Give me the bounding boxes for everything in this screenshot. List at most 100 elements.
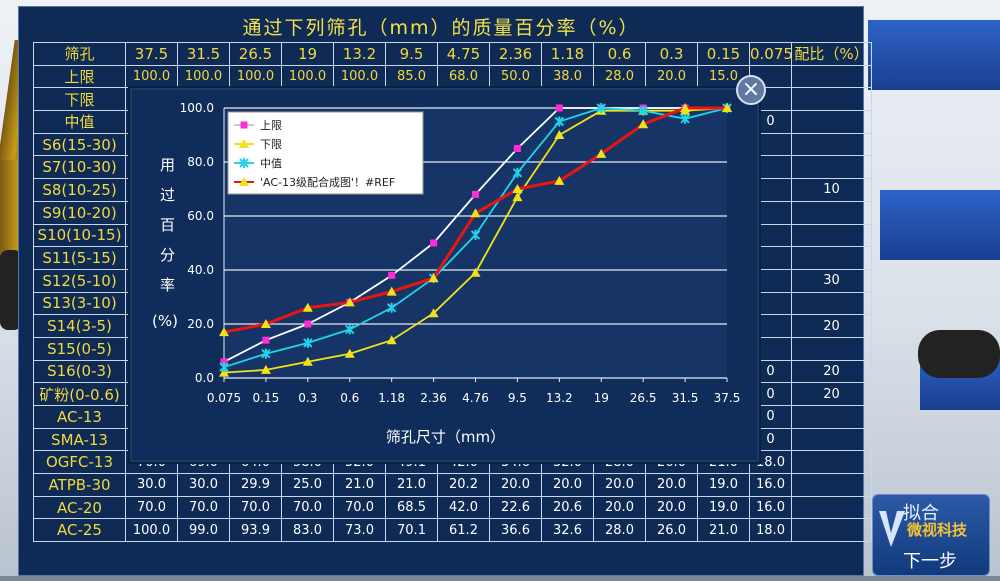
table-cell: 20.0 (645, 473, 698, 497)
data-point (386, 302, 397, 313)
data-point (220, 358, 228, 366)
x-tick-label: 0.6 (340, 391, 359, 405)
table-cell (791, 64, 872, 89)
table-cell: 20.0 (645, 495, 698, 520)
next-step-button[interactable]: 下一步 (903, 551, 957, 572)
table-cell: 42.0 (437, 495, 490, 520)
legend-label: 'AC-13级配合成图'！#REF (260, 175, 395, 189)
row-label[interactable]: S12(5-10) (33, 268, 126, 293)
data-point (262, 336, 270, 344)
legend-box (227, 111, 424, 195)
y-tick-label: 40.0 (187, 263, 214, 277)
table-header-cell: 0.6 (593, 42, 646, 66)
row-label[interactable]: S8(10-25) (33, 178, 126, 202)
row-label[interactable]: S7(10-30) (33, 155, 126, 180)
table-row: AC-20 70.0 70.0 70.0 70.0 70.0 68.5 42.0 22.6 20.… (33, 495, 872, 520)
row-label[interactable]: S13(3-10) (33, 291, 126, 316)
table-cell (791, 518, 872, 543)
table-cell: 61.2 (437, 518, 490, 543)
y-tick-label: 20.0 (187, 317, 214, 331)
table-row: AC-25 100.0 99.0 93.9 83.0 73.0 70.1 61.2 36.6 32… (33, 518, 872, 543)
row-label[interactable]: 下限 (33, 87, 126, 112)
data-point (722, 103, 732, 112)
table-cell: 32.6 (541, 518, 594, 543)
table-cell: 70.0 (177, 495, 230, 520)
x-tick-label: 0.075 (207, 391, 241, 405)
table-header-cell: 2.36 (489, 42, 542, 66)
row-label[interactable]: AC-20 (33, 495, 126, 520)
machinery-frame (880, 190, 1000, 260)
data-point (638, 119, 649, 129)
table-cell (791, 223, 872, 248)
row-label[interactable]: SMA-13 (33, 427, 126, 452)
y-tick-label: 80.0 (187, 155, 214, 169)
row-label[interactable]: S14(3-5) (33, 314, 126, 338)
gradation-chart: 0.0 20.0 40.0 60.0 80.0 100.0 0.075 0.15 0.3 0.6 1… (152, 101, 741, 446)
data-point (596, 103, 606, 113)
table-cell: 20 (791, 314, 872, 338)
x-tick-label: 31.5 (672, 391, 699, 405)
table-header-row: 筛孔 37.5 31.5 26.5 19 13.2 9.5 4.75 2.36 1.18 0.6 0.… (33, 42, 872, 66)
table-cell: 20.0 (645, 64, 698, 89)
row-label[interactable]: S16(0-3) (33, 359, 126, 384)
table-cell (791, 495, 872, 520)
data-point (470, 229, 481, 240)
y-tick-label: 100.0 (180, 101, 214, 115)
data-point (260, 364, 271, 374)
table-cell: 20.6 (541, 495, 594, 520)
data-point (638, 105, 648, 116)
table-cell: 30.0 (177, 473, 230, 497)
data-point (261, 348, 271, 359)
conveyor-roller (0, 250, 22, 330)
table-header-cell: 37.5 (125, 42, 178, 66)
table-cell: 20.0 (489, 473, 542, 497)
x-tick-label: 13.2 (546, 391, 573, 405)
table-row: 上限 100.0 100.0 100.0 100.0 100.0 85.0 68.0 50.0 3… (33, 64, 872, 89)
row-label[interactable]: ATPB-30 (33, 473, 126, 497)
row-label[interactable]: 中值 (33, 110, 126, 134)
table-cell (791, 155, 872, 180)
table-cell: 68.0 (437, 64, 490, 89)
table-header-cell: 13.2 (333, 42, 386, 66)
row-label[interactable]: S11(5-15) (33, 246, 126, 270)
table-cell (791, 87, 872, 112)
row-label[interactable]: S6(15-30) (33, 132, 126, 157)
data-point (302, 302, 313, 312)
table-cell: 21.0 (385, 473, 438, 497)
table-cell: 22.6 (489, 495, 542, 520)
x-tick-label: 19 (594, 391, 609, 405)
table-header-cell: 0.075 (749, 42, 792, 66)
table-cell: 70.0 (333, 495, 386, 520)
close-icon[interactable]: × (736, 75, 766, 105)
row-label[interactable]: S15(0-5) (33, 336, 126, 361)
row-label[interactable]: 矿粉(0-0.6) (33, 382, 126, 406)
row-label[interactable]: AC-13 (33, 405, 126, 429)
table-header-cell: 31.5 (177, 42, 230, 66)
table-header-cell: 配比（%） (791, 42, 872, 66)
table-cell: 70.1 (385, 518, 438, 543)
data-point (430, 239, 438, 247)
legend-label: 中值 (260, 157, 282, 170)
table-cell: 21.0 (697, 518, 750, 543)
data-point (240, 121, 248, 129)
table-row: ATPB-30 30.0 30.0 29.9 25.0 21.0 21.0 20.2 20.0 2… (33, 473, 872, 497)
data-point (554, 116, 565, 127)
table-cell (791, 246, 872, 270)
x-tick-label: 37.5 (714, 391, 741, 405)
row-label[interactable]: S9(10-20) (33, 200, 126, 225)
table-cell: 29.9 (229, 473, 282, 497)
table-cell: 85.0 (385, 64, 438, 89)
table-cell: 18.0 (749, 518, 792, 543)
y-axis-label: 用过百分率(%) (152, 156, 178, 330)
row-label[interactable]: S10(10-15) (33, 223, 126, 248)
row-label[interactable]: AC-25 (33, 518, 126, 543)
data-point (512, 184, 523, 193)
table-header-cell: 筛孔 (33, 42, 126, 66)
panel-title: 通过下列筛孔（mm）的质量百分率（%） (242, 17, 640, 39)
logo-icon (879, 511, 905, 547)
row-label[interactable]: 上限 (33, 64, 126, 89)
data-point (512, 167, 523, 178)
table-cell: 28.0 (593, 518, 646, 543)
row-label[interactable]: OGFC-13 (33, 450, 126, 475)
table-cell (791, 405, 872, 429)
